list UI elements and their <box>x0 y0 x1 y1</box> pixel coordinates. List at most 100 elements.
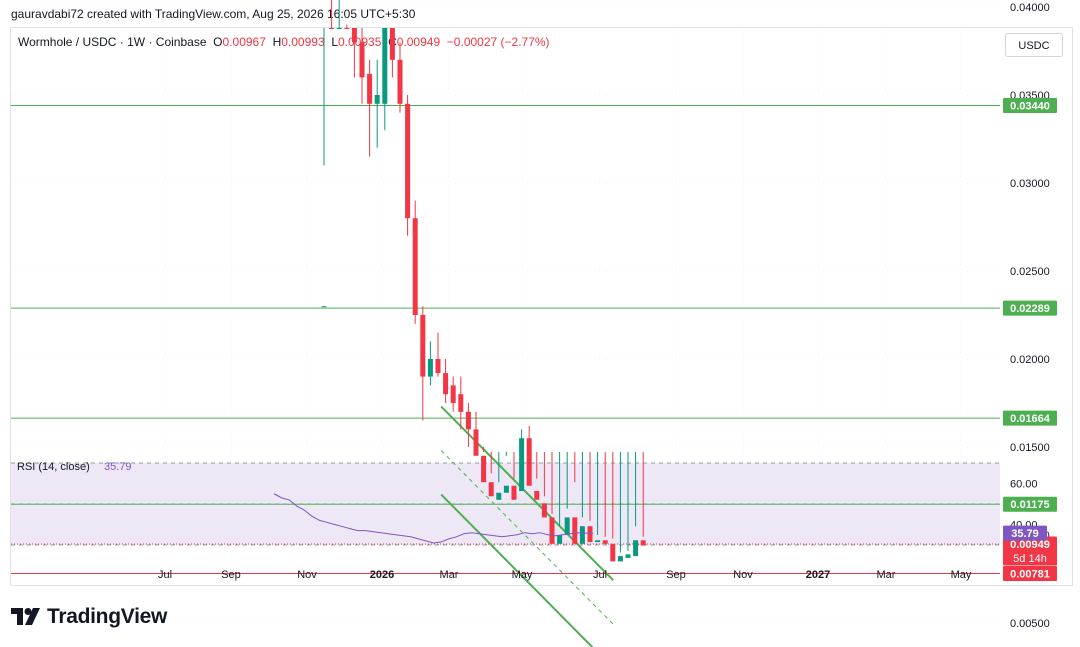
bearish-candle <box>511 485 517 500</box>
resistance-level-tag-text: 0.03440 <box>1010 101 1050 113</box>
bearish-candle <box>344 28 350 29</box>
low-label: L <box>331 35 338 49</box>
bearish-candle <box>367 73 373 104</box>
bearish-candle <box>587 526 593 543</box>
tradingview-logo-text: TradingView <box>47 605 168 628</box>
bullish-candle <box>503 485 509 493</box>
time-tick-label: May <box>951 569 972 581</box>
resistance-level-tag-text: 0.02289 <box>1010 303 1050 315</box>
channel-layer <box>440 405 614 647</box>
bearish-candle <box>572 517 578 544</box>
high-value: 0.00993 <box>281 35 325 49</box>
axis-layer: 0.040000.035000.030000.025000.020000.015… <box>158 2 1050 630</box>
time-tick-label: Sep <box>221 569 241 581</box>
currency-selector[interactable]: USDC <box>1005 33 1063 57</box>
bearish-candle <box>534 491 540 500</box>
ohlc-legend: Wormhole / USDC · 1W · Coinbase O0.00967… <box>18 35 550 49</box>
change-value: −0.00027 (−2.77%) <box>446 35 550 49</box>
rsi-line <box>273 493 594 544</box>
low-value: 0.00935 <box>338 35 382 49</box>
time-tick-label: May <box>512 569 533 581</box>
bearish-candle <box>526 438 532 486</box>
bullish-candle <box>336 28 342 29</box>
bullish-candle <box>625 554 631 558</box>
open-value: 0.00967 <box>222 35 266 49</box>
bullish-candle <box>519 438 525 491</box>
high-label: H <box>272 35 282 49</box>
bullish-candle <box>321 306 327 308</box>
bearish-candle <box>443 373 449 395</box>
bearish-candle <box>465 411 471 430</box>
bearish-candle <box>481 455 487 483</box>
bearish-candle <box>405 103 411 219</box>
rsi-tick-label: 60.00 <box>1010 479 1038 491</box>
open-label: O <box>213 35 223 49</box>
bearish-candle <box>541 503 547 518</box>
bearish-candle <box>397 59 403 104</box>
time-tick-label: Jul <box>158 569 172 581</box>
time-tick-label: 2027 <box>806 569 830 581</box>
time-tick-label: 2026 <box>370 569 394 581</box>
price-tick-label: 0.00500 <box>1010 618 1050 630</box>
candles-layer <box>321 0 646 562</box>
bearish-candle <box>473 429 479 456</box>
close-value: 0.00949 <box>396 35 441 49</box>
bullish-candle <box>496 492 502 500</box>
bearish-candle <box>549 517 555 544</box>
resistance-level-tag <box>1003 410 1057 426</box>
bullish-candle <box>382 28 388 104</box>
rsi-layer: RSI (14, close) 35.79 <box>17 461 594 544</box>
channel-mid-dashed-line <box>440 450 614 625</box>
symbol-label[interactable]: Wormhole / USDC · 1W · Coinbase <box>18 35 207 49</box>
support-level-tag-text: 0.00781 <box>1010 569 1050 581</box>
bullish-candle <box>564 517 570 535</box>
bearish-candle <box>420 315 426 377</box>
rsi-label: RSI (14, close) <box>17 461 90 473</box>
bearish-candle <box>389 28 395 60</box>
last-price-tag-text: 0.00949 <box>1010 539 1050 551</box>
level-lines-layer <box>11 105 1000 575</box>
bullish-candle <box>374 95 380 104</box>
bearish-candle <box>450 385 456 403</box>
time-tick-label: Mar <box>440 569 459 581</box>
bearish-candle <box>610 543 616 562</box>
channel-upper-line <box>440 405 614 581</box>
tradingview-logo[interactable]: TradingView <box>11 604 167 630</box>
price-tags-layer: 0.042110.034400.022890.016640.011750.007… <box>1003 98 1057 582</box>
bearish-candle <box>329 28 335 29</box>
time-tick-label: Nov <box>297 569 317 581</box>
support-level-tag <box>1003 566 1057 582</box>
time-tick-label: Sep <box>666 569 686 581</box>
price-tick-label: 0.04000 <box>1010 2 1050 14</box>
bearish-candle <box>488 482 494 497</box>
resistance-level-tag-text: 0.01175 <box>1010 499 1049 511</box>
resistance-level-tag <box>1003 98 1057 114</box>
resistance-level-tag <box>1003 300 1057 316</box>
bearish-candle <box>359 42 365 78</box>
price-tick-label: 0.03000 <box>1010 178 1050 190</box>
bullish-candle <box>617 556 623 562</box>
channel-lower-line <box>440 493 594 647</box>
rsi-value-tag-text: 35.79 <box>1011 528 1039 540</box>
price-tick-label: 0.01500 <box>1010 442 1050 454</box>
bearish-candle <box>412 218 418 315</box>
bullish-candle <box>595 540 601 543</box>
resistance-level-tag <box>1003 496 1057 512</box>
time-tick-label: Jul <box>593 569 607 581</box>
bullish-candle <box>557 535 563 544</box>
bullish-candle <box>633 540 639 557</box>
bearish-candle <box>435 359 441 374</box>
rsi-value-tag <box>1003 525 1047 541</box>
tradingview-logo-icon <box>11 608 40 625</box>
publisher-line: gauravdabi72 created with TradingView.co… <box>11 7 416 21</box>
bearish-candle <box>351 28 357 43</box>
last-price-tag <box>1003 536 1057 566</box>
rsi-value-label: 35.79 <box>104 461 132 473</box>
resistance-level-tag-text: 0.01664 <box>1010 413 1051 425</box>
countdown-tag-text: 5d 14h <box>1013 553 1047 565</box>
price-tick-label: 0.02500 <box>1010 266 1050 278</box>
bullish-candle <box>427 359 433 377</box>
time-tick-label: Nov <box>733 569 753 581</box>
bearish-candle <box>458 394 464 412</box>
